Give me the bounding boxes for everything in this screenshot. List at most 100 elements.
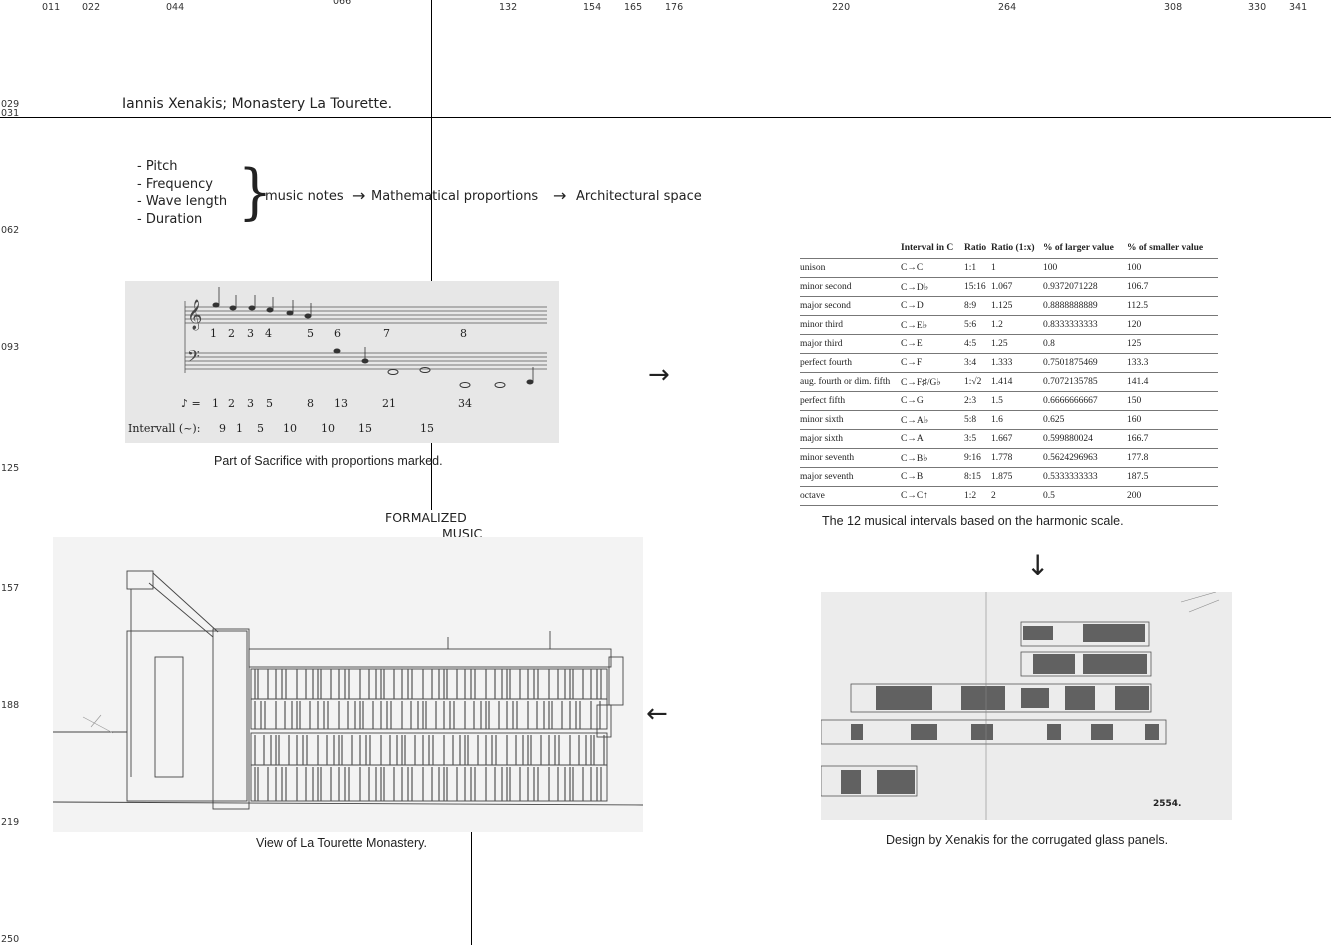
ruler-tick: 308 — [1164, 2, 1183, 13]
ruler-tick: 022 — [82, 2, 101, 13]
table-cell: octave — [800, 486, 901, 506]
table-cell: 0.625 — [1043, 410, 1127, 430]
arrow-left-icon: ← — [646, 699, 668, 729]
staff-lines: 𝄞 𝄢 — [184, 287, 547, 388]
ruler-tick: 132 — [499, 2, 518, 13]
column-header: % of larger value — [1043, 243, 1114, 253]
score-number: 1 — [236, 422, 243, 435]
score-number: 1 — [210, 327, 217, 340]
score-number: 7 — [383, 327, 390, 340]
fib-label: ♪ = — [181, 397, 201, 410]
table-cell: 1.778 — [991, 448, 1043, 468]
ruler-tick: 157 — [1, 583, 20, 594]
column-header: Ratio (1:x) — [991, 243, 1035, 253]
monastery-caption: View of La Tourette Monastery. — [256, 836, 427, 850]
table-cell: 100 — [1043, 258, 1127, 278]
table-cell: major third — [800, 334, 901, 354]
ruler-tick: 031 — [1, 108, 20, 119]
monastery-elevation-image — [53, 537, 643, 832]
list-item: - Frequency — [137, 176, 213, 192]
table-cell: 0.5624296963 — [1043, 448, 1127, 468]
score-caption: Part of Sacrifice with proportions marke… — [214, 454, 443, 468]
score-number: 9 — [219, 422, 226, 435]
table-row: unison C→C 1:1 1 100 100 — [800, 258, 1218, 278]
table-cell: C→G — [901, 391, 964, 411]
vertical-guide-line[interactable] — [431, 0, 432, 510]
arrow-right-icon: → — [352, 186, 366, 205]
table-cell: 150 — [1127, 391, 1218, 411]
table-cell: 1:1 — [964, 258, 991, 278]
flow-step-music-notes: music notes — [265, 189, 344, 204]
interval-label: Intervall (~): — [128, 422, 201, 435]
table-cell: 160 — [1127, 410, 1218, 430]
table-cell: 3:4 — [964, 353, 991, 373]
table-cell: 4:5 — [964, 334, 991, 354]
mullion-lines — [254, 669, 605, 801]
table-row: major seventh C→B 8:15 1.875 0.5333333333 187… — [800, 467, 1218, 487]
table-row: major sixth C→A 3:5 1.667 0.599880024 166.7 — [800, 429, 1218, 449]
table-cell: C→C↑ — [901, 486, 964, 506]
table-cell: unison — [800, 258, 901, 278]
score-number: 5 — [257, 422, 264, 435]
table-cell: 1.5 — [991, 391, 1043, 411]
glass-panel-design-image: 2554. — [821, 592, 1232, 820]
table-cell: 1.25 — [991, 334, 1043, 354]
score-number: 15 — [420, 422, 434, 435]
table-row: perfect fifth C→G 2:3 1.5 0.6666666667 150 — [800, 391, 1218, 411]
table-cell: 0.6666666667 — [1043, 391, 1127, 411]
score-number: 34 — [458, 397, 472, 410]
score-number: 10 — [283, 422, 297, 435]
table-cell: perfect fifth — [800, 391, 901, 411]
table-cell: minor second — [800, 277, 901, 297]
score-number: 10 — [321, 422, 335, 435]
table-cell: 1.6 — [991, 410, 1043, 430]
score-number: 6 — [334, 327, 341, 340]
table-cell: 125 — [1127, 334, 1218, 354]
ruler-tick: 125 — [1, 463, 20, 474]
brace-icon: } — [237, 157, 273, 227]
table-cell: 0.599880024 — [1043, 429, 1127, 449]
column-header: Interval in C — [901, 243, 954, 253]
svg-text:𝄢: 𝄢 — [187, 346, 200, 370]
table-cell: C→B♭ — [901, 448, 964, 468]
table-cell: 8:9 — [964, 296, 991, 316]
table-cell: 1.2 — [991, 315, 1043, 335]
ruler-tick: 250 — [1, 934, 20, 945]
ruler-tick: 341 — [1289, 2, 1308, 13]
column-header: Ratio — [964, 243, 987, 253]
table-cell: 2 — [991, 486, 1043, 506]
ruler-tick: 029 — [1, 99, 20, 110]
table-cell: 15:16 — [964, 277, 991, 297]
interval-table: Interval in C Ratio Ratio (1:x) % of lar… — [800, 243, 1218, 506]
table-cell: 187.5 — [1127, 467, 1218, 487]
table-row: minor third C→E♭ 5:6 1.2 0.8333333333 120 — [800, 315, 1218, 335]
table-cell: 1.333 — [991, 353, 1043, 373]
arrow-down-icon: ↓ — [1026, 549, 1050, 582]
drawing-stamp: 2554. — [1153, 799, 1181, 809]
table-cell: 100 — [1127, 258, 1218, 278]
ruler-tick: 165 — [624, 2, 643, 13]
table-cell: 1.667 — [991, 429, 1043, 449]
table-row: minor second C→D♭ 15:16 1.067 0.9372071228 10… — [800, 277, 1218, 297]
score-number: 8 — [307, 397, 314, 410]
ruler-tick: 188 — [1, 700, 20, 711]
table-cell: 0.8 — [1043, 334, 1127, 354]
table-cell: minor sixth — [800, 410, 901, 430]
table-cell: 8:15 — [964, 467, 991, 487]
table-row: aug. fourth or dim. fifth C→F♯/G♭ 1:√2 1.41… — [800, 372, 1218, 392]
horizontal-guide-line[interactable] — [0, 117, 1331, 118]
score-number: 21 — [382, 397, 396, 410]
glass-panel-drawing: 2554. — [821, 592, 1220, 820]
table-cell: 0.8333333333 — [1043, 315, 1127, 335]
monastery-drawing — [53, 570, 643, 810]
table-caption: The 12 musical intervals based on the ha… — [822, 514, 1124, 528]
arrow-right-icon: → — [648, 360, 670, 390]
score-number: 3 — [247, 327, 254, 340]
table-cell: 200 — [1127, 486, 1218, 506]
table-cell: C→D — [901, 296, 964, 316]
ruler-tick: 066 — [333, 0, 352, 7]
table-cell: C→E — [901, 334, 964, 354]
table-cell: aug. fourth or dim. fifth — [800, 372, 901, 392]
table-cell: 112.5 — [1127, 296, 1218, 316]
score-number: 8 — [460, 327, 467, 340]
